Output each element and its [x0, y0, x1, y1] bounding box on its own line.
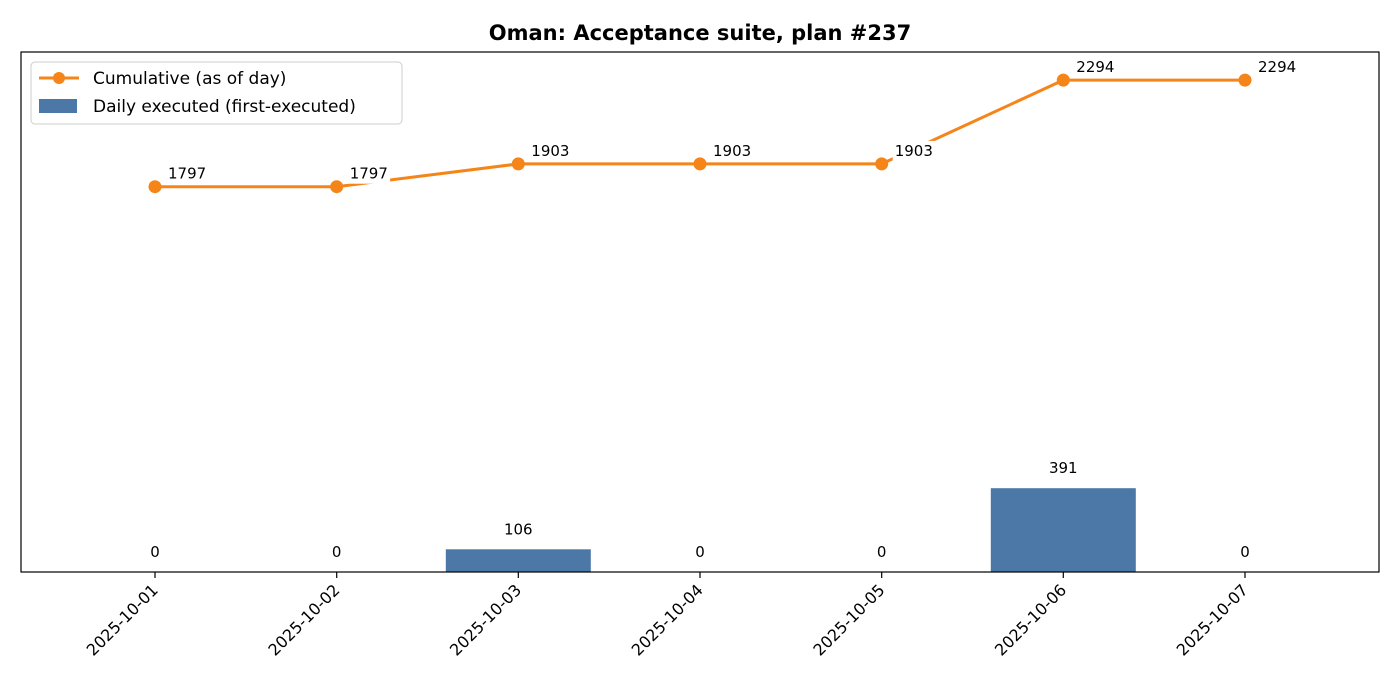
legend-box — [30, 61, 403, 125]
cumulative-point-2025-10-03 — [511, 157, 525, 171]
x-tick-label-2025-10-07: 2025-10-07 — [1173, 580, 1252, 659]
bar-value-label-2025-10-02: 0 — [332, 543, 342, 561]
bar-value-label-2025-10-04: 0 — [695, 543, 705, 561]
cumulative-value-label-2025-10-07: 2294 — [1258, 58, 1296, 76]
bar-value-label-2025-10-06: 391 — [1049, 459, 1078, 477]
cumulative-label-backing-2025-10-06 — [1074, 57, 1117, 78]
cumulative-label-backing-2025-10-07 — [1256, 57, 1299, 78]
cumulative-value-label-2025-10-06: 2294 — [1076, 58, 1114, 76]
bar-labels-layer: 0 0 106 0 0 391 0 — [150, 459, 1250, 561]
cumulative-value-label-2025-10-05: 1903 — [895, 142, 933, 160]
legend-entry-daily-executed: Daily executed (first-executed) — [93, 97, 356, 117]
cumulative-point-2025-10-02 — [330, 180, 344, 194]
cumulative-value-label-2025-10-04: 1903 — [713, 142, 751, 160]
legend-entry-cumulative: Cumulative (as of day) — [93, 69, 286, 89]
bars-layer — [445, 488, 1136, 572]
line-labels-layer: 1797 1797 1903 1903 1903 2294 2294 — [166, 57, 1299, 184]
bar-2025-10-03 — [445, 549, 591, 572]
legend-line-marker — [53, 72, 65, 84]
x-tick-label-2025-10-06: 2025-10-06 — [991, 580, 1070, 659]
cumulative-value-label-2025-10-02: 1797 — [350, 165, 388, 183]
cumulative-label-backing-2025-10-05 — [892, 140, 936, 161]
cumulative-value-label-2025-10-03: 1903 — [531, 142, 569, 160]
bar-value-label-2025-10-03: 106 — [504, 520, 533, 538]
cumulative-label-backing-2025-10-03 — [529, 140, 572, 161]
cumulative-label-backing-2025-10-04 — [711, 140, 754, 161]
cumulative-point-2025-10-01 — [148, 180, 162, 194]
cumulative-label-backing-2025-10-02 — [347, 163, 391, 184]
cumulative-value-label-2025-10-01: 1797 — [168, 165, 206, 183]
cumulative-point-2025-10-07 — [1238, 73, 1252, 87]
bar-value-label-2025-10-05: 0 — [877, 543, 887, 561]
cumulative-point-2025-10-06 — [1056, 73, 1070, 87]
line-layer — [148, 73, 1252, 194]
x-tick-label-2025-10-04: 2025-10-04 — [628, 580, 707, 659]
bar-value-label-2025-10-07: 0 — [1240, 543, 1250, 561]
bar-2025-10-06 — [990, 488, 1136, 572]
x-axis: 2025-10-01 2025-10-02 2025-10-03 2025-10-04… — [83, 572, 1252, 660]
cumulative-point-2025-10-04 — [693, 157, 707, 171]
x-tick-label-2025-10-03: 2025-10-03 — [446, 580, 525, 659]
x-tick-label-2025-10-02: 2025-10-02 — [264, 580, 343, 659]
x-tick-label-2025-10-05: 2025-10-05 — [809, 580, 888, 659]
legend: Cumulative (as of day) Daily executed (f… — [30, 61, 403, 125]
plot-area-frame — [20, 51, 1380, 573]
x-tick-label-2025-10-01: 2025-10-01 — [83, 580, 162, 659]
bar-value-label-2025-10-01: 0 — [150, 543, 160, 561]
legend-bar-swatch — [39, 99, 77, 113]
cumulative-label-backing-2025-10-01 — [166, 163, 209, 184]
cumulative-point-2025-10-05 — [875, 157, 889, 171]
chart-title: Oman: Acceptance suite, plan #237 — [489, 21, 911, 45]
